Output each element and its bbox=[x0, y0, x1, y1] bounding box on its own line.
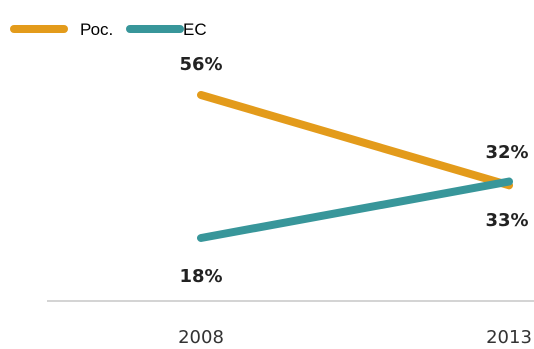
data-label-es-2008: 18% bbox=[179, 266, 222, 287]
legend-label-es: ЕС bbox=[183, 20, 207, 39]
legend-item-es: ЕС bbox=[126, 20, 207, 39]
series-line-es bbox=[197, 177, 513, 242]
series-line-ros bbox=[197, 91, 513, 190]
legend-label-ros: Рос. bbox=[80, 20, 113, 39]
data-label-ros-2008: 56% bbox=[179, 54, 222, 75]
data-label-es-2013: 33% bbox=[485, 210, 528, 231]
legend: Рос. ЕС bbox=[10, 20, 207, 39]
x-tick-label-2008: 2008 bbox=[178, 327, 224, 348]
legend-item-ros: Рос. bbox=[10, 20, 113, 39]
x-tick-label-2013: 2013 bbox=[486, 327, 532, 348]
data-label-ros-2013: 32% bbox=[485, 142, 528, 163]
